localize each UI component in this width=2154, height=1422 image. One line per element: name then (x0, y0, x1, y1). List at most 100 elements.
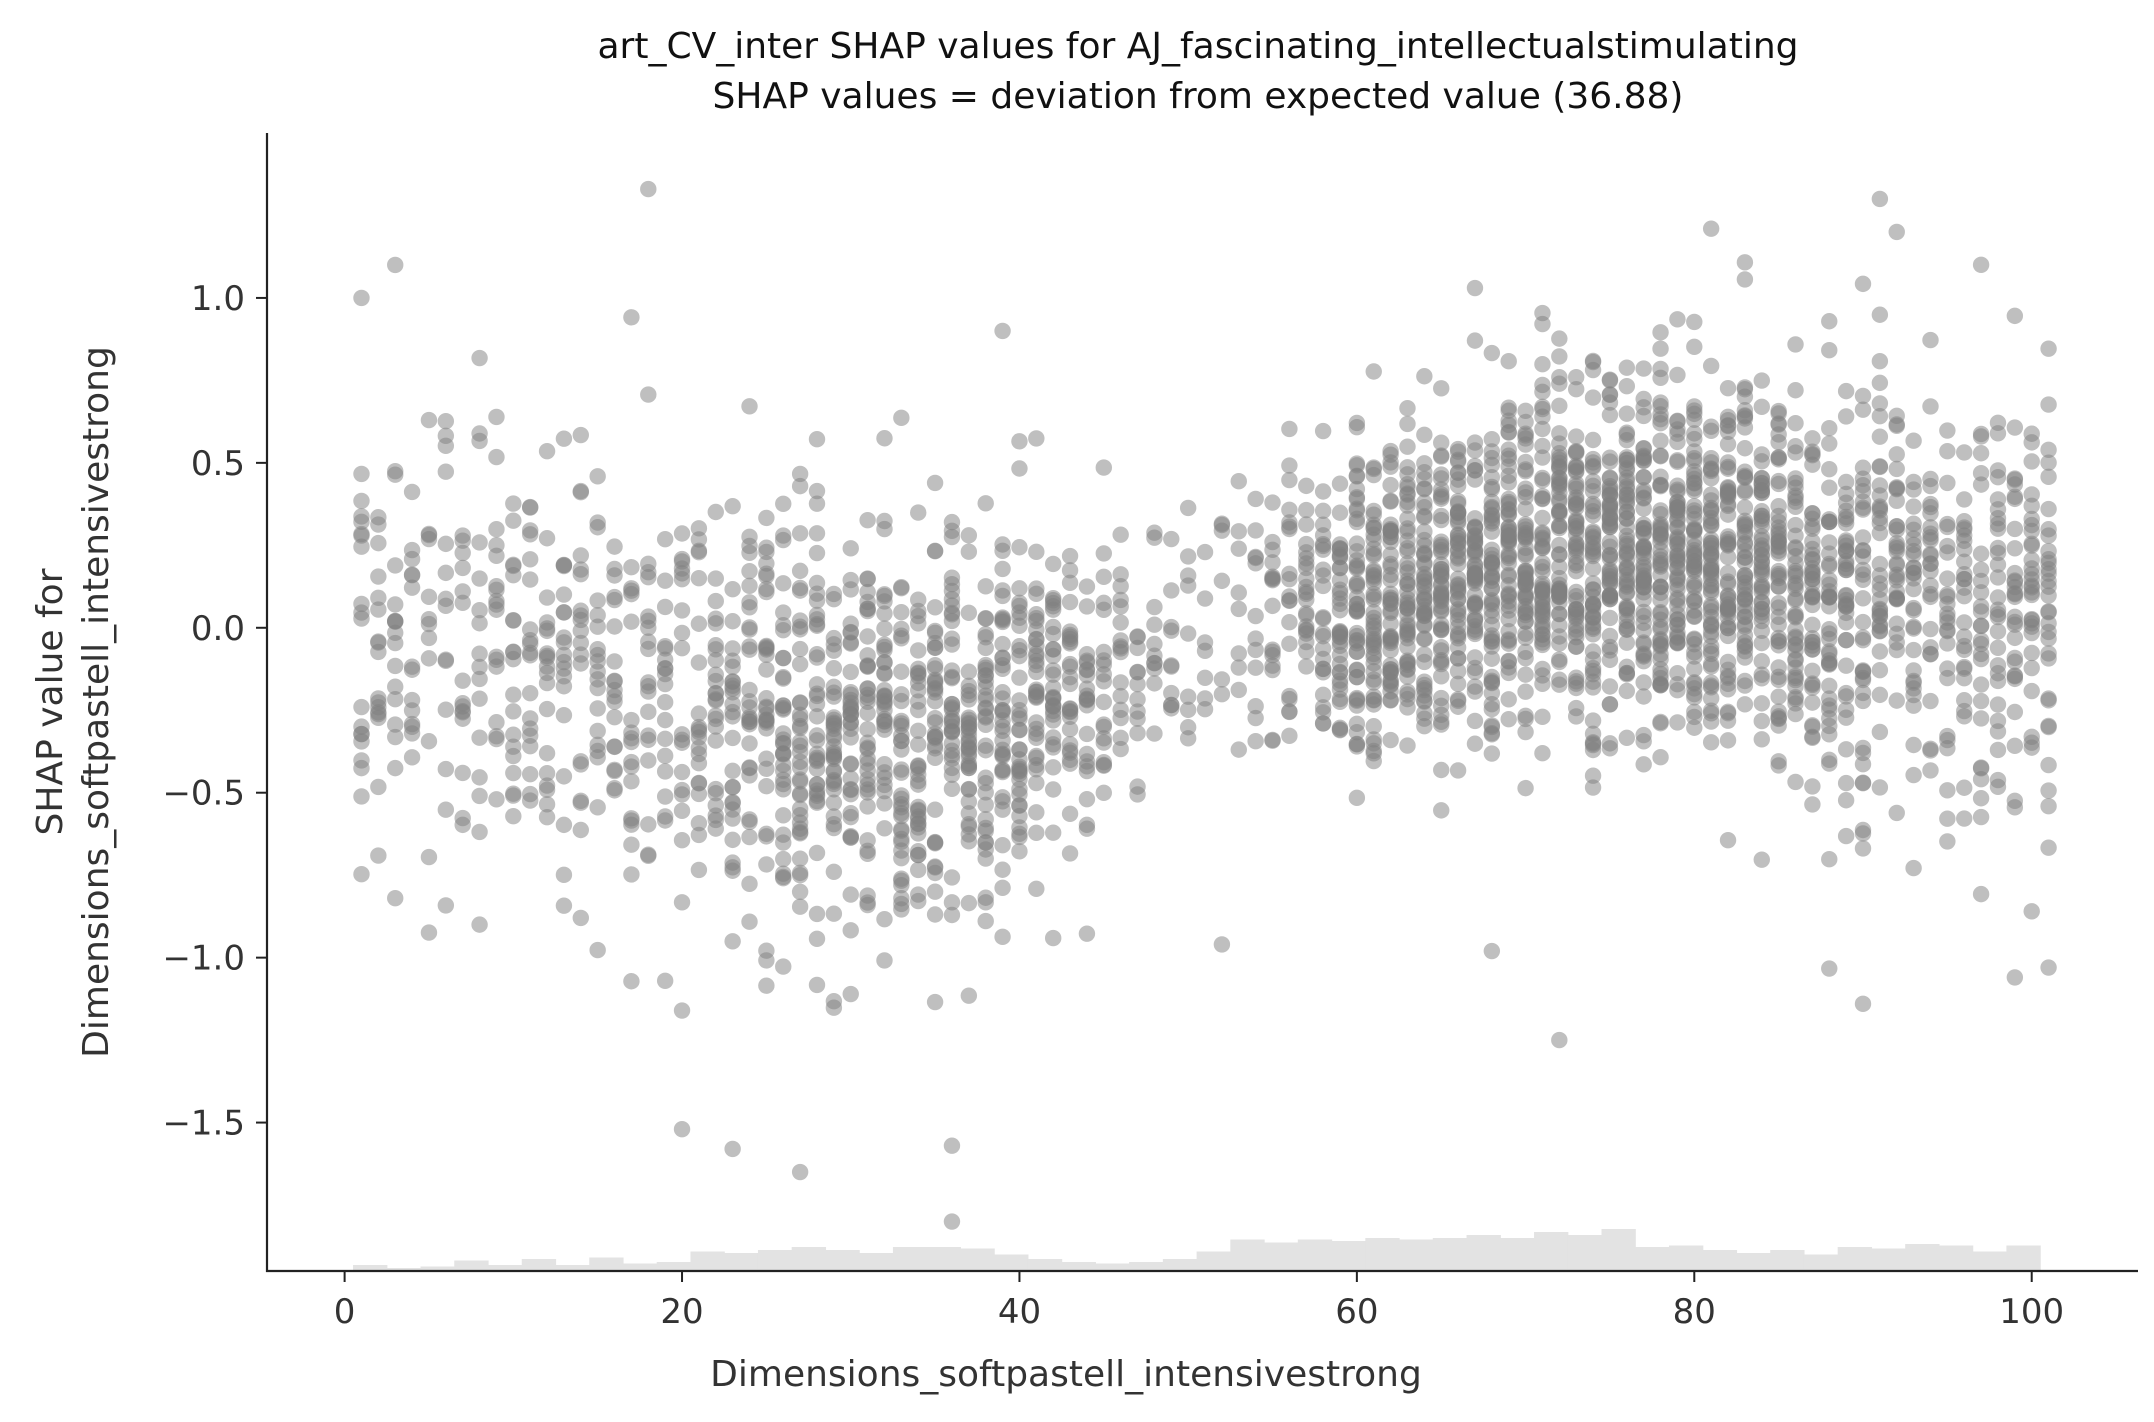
data-point (1551, 671, 1568, 688)
data-point (471, 787, 488, 805)
data-point (1416, 693, 1433, 710)
data-point (1837, 485, 1855, 503)
data-point (1787, 414, 1804, 432)
data-point (977, 822, 994, 840)
data-point (1095, 784, 1113, 801)
x-axis-ticks: 0 20 40 60 80 100 (334, 1271, 2064, 1332)
data-point (1382, 454, 1399, 471)
data-point (1449, 580, 1467, 597)
data-point (910, 693, 927, 710)
data-point (2006, 419, 2024, 436)
data-point (1213, 936, 1231, 953)
data-point (2040, 441, 2057, 459)
data-point (370, 568, 387, 585)
data-point (1635, 607, 1652, 625)
data-point (724, 831, 741, 849)
data-point (893, 890, 910, 907)
data-point (1112, 526, 1129, 543)
data-point (387, 716, 404, 733)
data-point (387, 613, 404, 630)
data-point (910, 736, 927, 753)
data-point (1196, 701, 1214, 718)
data-point (859, 602, 876, 620)
histogram-bar (1702, 1250, 1738, 1271)
histogram-bar (1162, 1259, 1198, 1271)
data-point (1382, 676, 1399, 693)
data-point (673, 802, 691, 820)
data-point (1382, 524, 1399, 541)
data-point (1702, 599, 1720, 616)
data-point (1483, 942, 1501, 960)
histogram-bar (1399, 1239, 1434, 1271)
data-point (1281, 471, 1298, 489)
data-point (775, 850, 792, 868)
data-point (1044, 781, 1062, 798)
data-point (437, 427, 455, 444)
data-point (1247, 522, 1264, 539)
data-point (2040, 542, 2057, 560)
data-point (876, 776, 893, 794)
data-point (1146, 725, 1163, 742)
data-point (1837, 774, 1855, 792)
data-point (1230, 540, 1247, 557)
data-point (2006, 307, 2024, 325)
data-point (1736, 696, 1754, 713)
data-point (1753, 546, 1770, 564)
data-point (1112, 638, 1129, 655)
data-point (2040, 692, 2057, 709)
data-point (775, 649, 792, 667)
data-point (960, 987, 978, 1004)
data-point (1399, 520, 1416, 537)
data-point (420, 629, 438, 647)
data-point (1753, 653, 1770, 670)
data-point (1804, 430, 1821, 447)
data-point (1635, 688, 1652, 705)
data-point (1449, 762, 1467, 779)
data-point (1179, 688, 1197, 705)
data-point (1652, 646, 1669, 663)
data-point (1517, 629, 1534, 647)
data-point (926, 599, 944, 616)
data-point (2040, 839, 2057, 856)
data-point (1956, 491, 1973, 508)
data-point (1331, 637, 1349, 654)
data-point (538, 589, 556, 606)
data-point (791, 706, 809, 724)
data-point (1264, 541, 1281, 559)
data-point (1517, 572, 1534, 589)
data-point (1179, 701, 1197, 719)
data-point (994, 837, 1011, 854)
data-point (1483, 523, 1501, 540)
data-point (808, 525, 826, 542)
data-point (876, 952, 893, 969)
data-point (1095, 601, 1113, 619)
data-point (1433, 434, 1450, 451)
data-point (1483, 554, 1501, 571)
data-point (454, 559, 471, 577)
data-point (572, 561, 589, 578)
data-point (505, 495, 522, 512)
data-point (791, 759, 809, 776)
data-point (1061, 574, 1079, 591)
data-point (505, 787, 522, 804)
data-point (1939, 727, 1956, 745)
data-point (859, 570, 876, 588)
data-point (1972, 476, 1990, 493)
data-point (420, 525, 438, 543)
data-point (1584, 603, 1602, 620)
data-point (724, 933, 741, 950)
histogram-bar (622, 1263, 658, 1271)
data-point (893, 795, 910, 813)
data-point (1264, 661, 1281, 679)
data-point (538, 622, 556, 640)
data-point (1061, 845, 1079, 862)
data-point (2006, 792, 2024, 809)
data-point (1500, 652, 1517, 670)
data-point (1989, 491, 2007, 508)
data-point (1601, 550, 1619, 567)
data-point (1348, 668, 1366, 686)
data-point (775, 575, 792, 592)
data-point (1466, 678, 1484, 695)
data-point (2040, 959, 2057, 976)
data-point (1888, 518, 1905, 535)
